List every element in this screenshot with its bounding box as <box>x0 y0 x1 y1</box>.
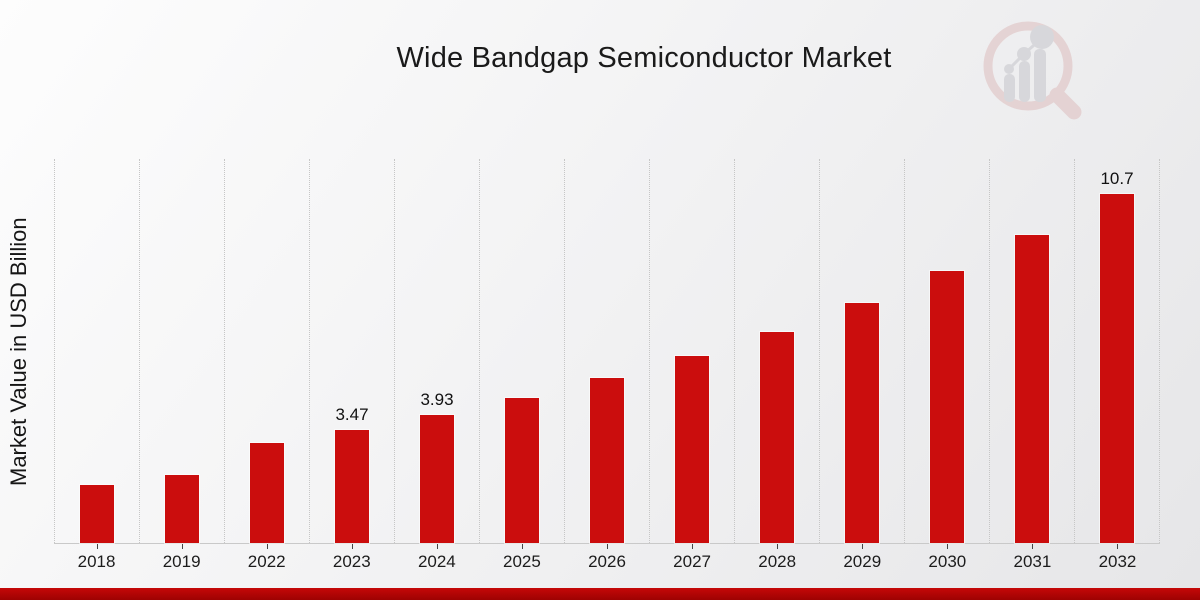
page-title: Wide Bandgap Semiconductor Market <box>396 42 892 74</box>
bar-slot: 10.7 <box>1074 159 1160 543</box>
x-axis-label: 2019 <box>162 552 201 571</box>
magnifier-bar-chart-logo-icon <box>983 21 1082 120</box>
bar-slot <box>139 159 224 543</box>
axis-tick <box>96 544 98 549</box>
x-axis-slot: 2018 <box>54 544 139 572</box>
bar-slot <box>819 159 904 543</box>
axis-tick <box>521 544 523 549</box>
bar-2027 <box>675 356 709 543</box>
bar-2024 <box>420 415 454 543</box>
bar-slot <box>54 159 139 543</box>
bar-2018 <box>80 485 114 543</box>
bar-2028 <box>760 332 794 543</box>
x-axis-label: 2030 <box>928 552 967 571</box>
bar-slot <box>904 159 989 543</box>
x-axis-slot: 2019 <box>139 544 224 572</box>
x-axis-label: 2031 <box>1013 552 1052 571</box>
bar-2030 <box>930 271 964 543</box>
bar-2022 <box>250 443 284 543</box>
bar-2023 <box>335 430 369 543</box>
x-axis-slot: 2029 <box>820 544 905 572</box>
axis-tick <box>692 544 694 549</box>
bar-slot <box>649 159 734 543</box>
x-axis-slot: 2024 <box>394 544 479 572</box>
bar-slot: 3.47 <box>309 159 394 543</box>
bar-2026 <box>590 378 624 543</box>
footer-red-bar <box>0 588 1200 600</box>
axis-tick <box>351 544 353 549</box>
x-axis: 2018 2019 2022 2023 2024 2025 2026 2027 2028 2029… <box>54 544 1160 572</box>
x-axis-slot: 2022 <box>224 544 309 572</box>
x-axis-slot: 2026 <box>564 544 649 572</box>
bar-slot <box>989 159 1074 543</box>
bar-value-label: 10.7 <box>1100 169 1134 188</box>
y-axis-label: Market Value in USD Billion <box>6 217 31 487</box>
bar-2019 <box>165 475 199 543</box>
x-axis-label: 2018 <box>77 552 116 571</box>
bar-2031 <box>1015 235 1049 543</box>
x-axis-label: 2026 <box>588 552 626 571</box>
axis-tick <box>436 544 438 549</box>
x-axis-slot: 2025 <box>479 544 564 572</box>
axis-tick <box>266 544 268 549</box>
bar-slot <box>734 159 819 543</box>
x-axis-label: 2027 <box>673 552 711 571</box>
axis-tick <box>1032 544 1034 549</box>
x-axis-label: 2028 <box>758 552 797 571</box>
x-axis-slot: 2030 <box>905 544 990 572</box>
axis-tick <box>1117 544 1119 549</box>
x-axis-slot: 2028 <box>735 544 820 572</box>
axis-tick <box>947 544 949 549</box>
axis-tick <box>181 544 183 549</box>
axis-tick <box>777 544 779 549</box>
x-axis-label: 2025 <box>503 552 541 571</box>
bar-value-label: 3.47 <box>335 405 369 424</box>
x-axis-label: 2022 <box>247 552 286 571</box>
axis-tick <box>862 544 864 549</box>
bar-2032 <box>1100 194 1134 543</box>
x-axis-label: 2032 <box>1098 552 1137 571</box>
x-axis-label: 2023 <box>332 552 371 571</box>
bar-slot <box>564 159 649 543</box>
bar-slot <box>224 159 309 543</box>
plot-area: 3.47 3.93 10.7 <box>54 159 1160 544</box>
x-axis-slot: 2032 <box>1075 544 1160 572</box>
bar-slot <box>479 159 564 543</box>
bar-value-label: 3.93 <box>420 390 454 409</box>
x-axis-slot: 2023 <box>309 544 394 572</box>
x-axis-slot: 2027 <box>650 544 735 572</box>
bar-2029 <box>845 303 879 543</box>
x-axis-label: 2024 <box>417 552 456 571</box>
x-axis-slot: 2031 <box>990 544 1075 572</box>
axis-tick <box>607 544 608 549</box>
bar-slot: 3.93 <box>394 159 479 543</box>
x-axis-label: 2029 <box>843 552 882 571</box>
bar-2025 <box>505 398 539 543</box>
